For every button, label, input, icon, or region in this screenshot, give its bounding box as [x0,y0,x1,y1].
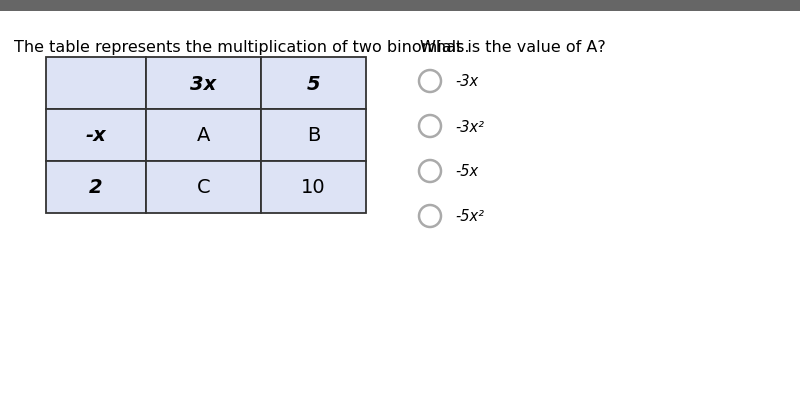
Text: 2: 2 [89,178,103,197]
Bar [46,110,146,162]
Bar [261,58,366,110]
Bar [261,162,366,213]
Text: -5x: -5x [455,164,478,179]
Bar [46,58,146,110]
Text: What is the value of A?: What is the value of A? [420,40,606,55]
Bar [261,110,366,162]
Circle shape [419,116,441,138]
Text: 5: 5 [306,74,320,93]
Bar [46,162,146,213]
Text: -x: -x [86,126,106,145]
Text: -5x²: -5x² [455,209,484,224]
Text: -3x: -3x [455,74,478,89]
Bar [146,58,261,110]
Text: A: A [197,126,210,145]
Bar [146,162,261,213]
Text: -3x²: -3x² [455,119,484,134]
Bar [146,110,261,162]
Text: C: C [197,178,210,197]
Text: B: B [307,126,320,145]
Bar [0,0,800,12]
Circle shape [419,205,441,227]
Text: 3x: 3x [190,74,217,93]
Circle shape [419,161,441,182]
Circle shape [419,71,441,93]
Text: 10: 10 [301,178,326,197]
Text: The table represents the multiplication of two binomials.: The table represents the multiplication … [14,40,470,55]
